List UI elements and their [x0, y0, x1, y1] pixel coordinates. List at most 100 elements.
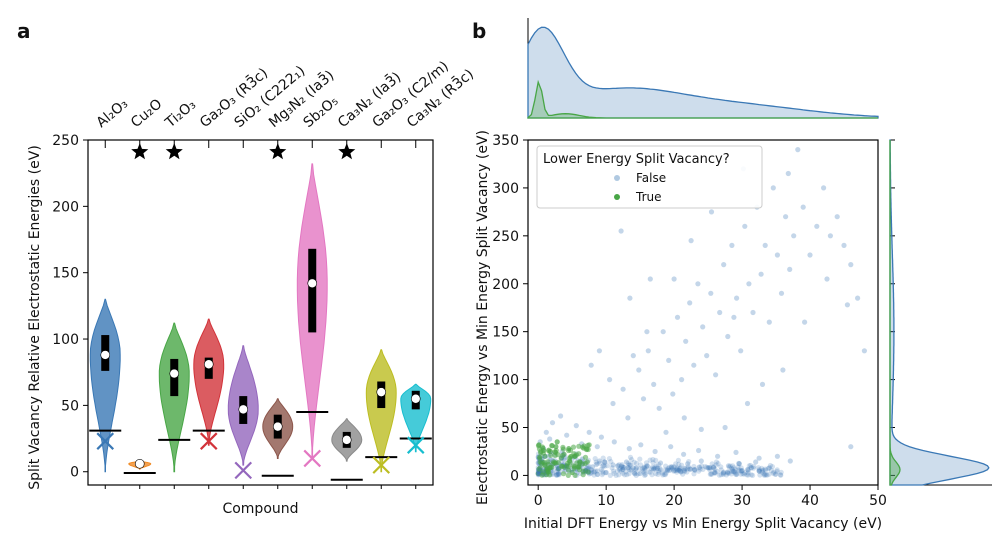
data-point: [740, 471, 746, 477]
data-point: [639, 466, 646, 472]
data-point: [674, 314, 681, 320]
data-point: [642, 472, 649, 478]
data-point: [666, 467, 672, 473]
x-marker: [406, 436, 425, 454]
violin-body: [158, 322, 190, 473]
data-point: [766, 465, 772, 471]
median-dot: [134, 458, 145, 469]
data-point: [761, 472, 767, 478]
data-point: [696, 464, 702, 470]
data-point: [535, 470, 541, 477]
data-point: [769, 464, 776, 470]
data-point: [654, 463, 660, 469]
data-point: [717, 309, 723, 316]
data-point: [547, 436, 553, 442]
data-point: [596, 458, 603, 464]
data-point: [653, 457, 659, 463]
data-point: [691, 362, 697, 368]
data-point: [670, 391, 676, 397]
median-dot: [376, 387, 387, 397]
data-point: [622, 472, 628, 478]
y-tick-label-b: 50: [501, 421, 519, 437]
data-point: [748, 462, 754, 469]
data-point: [594, 468, 601, 474]
data-point: [736, 460, 742, 466]
data-point: [655, 471, 661, 477]
data-point: [572, 453, 578, 459]
y-tick-label-a: 100: [52, 332, 79, 348]
data-point: [763, 472, 769, 478]
data-point: [607, 472, 613, 478]
data-point: [584, 459, 591, 465]
data-point: [760, 467, 766, 473]
data-point: [591, 469, 597, 475]
data-point: [629, 457, 635, 463]
data-point: [778, 472, 784, 478]
data-point: [662, 467, 669, 473]
data-point: [671, 276, 677, 282]
data-point: [692, 467, 698, 473]
data-point: [592, 456, 598, 462]
data-point: [774, 467, 780, 473]
data-point: [598, 466, 604, 473]
data-point: [742, 223, 748, 229]
data-point: [640, 396, 647, 402]
data-point: [722, 424, 728, 431]
data-point: [736, 461, 742, 467]
data-point: [665, 465, 671, 471]
data-point: [710, 465, 717, 471]
data-point: [731, 314, 737, 320]
data-point: [685, 464, 691, 470]
data-point: [748, 472, 754, 478]
data-point: [692, 466, 698, 473]
plot-frame-b: [527, 139, 879, 486]
data-point: [713, 372, 719, 378]
data-point: [660, 329, 666, 335]
data-point: [750, 465, 757, 471]
right-kde-false: [889, 139, 990, 486]
data-point: [658, 467, 664, 473]
data-point: [774, 468, 780, 474]
data-point: [682, 466, 688, 472]
data-point: [600, 455, 606, 461]
data-point: [713, 462, 719, 468]
data-point: [614, 468, 621, 474]
data-point: [625, 465, 631, 471]
violin-body: [365, 349, 397, 473]
x-tick-label-b: 20: [665, 493, 683, 509]
data-point: [616, 472, 622, 478]
data-point: [663, 463, 669, 469]
data-point: [773, 471, 779, 477]
data-point: [637, 466, 643, 472]
data-point: [548, 452, 554, 458]
x-marker: [96, 432, 115, 450]
data-point: [633, 472, 639, 478]
data-point: [679, 462, 685, 468]
x-tick-label-b: 40: [801, 493, 819, 509]
data-point: [586, 463, 592, 469]
data-point: [664, 468, 670, 474]
data-point: [678, 465, 684, 471]
data-point: [627, 454, 634, 460]
data-point: [700, 466, 706, 472]
data-point: [645, 348, 651, 354]
data-point: [766, 319, 772, 325]
data-point: [778, 469, 784, 475]
data-point: [750, 472, 756, 478]
data-point: [708, 471, 714, 477]
data-point: [599, 472, 605, 478]
data-point: [556, 472, 562, 478]
data-point: [560, 453, 566, 459]
data-point: [603, 470, 609, 476]
data-point: [631, 469, 637, 475]
data-point: [554, 439, 560, 445]
data-point: [844, 302, 851, 308]
data-point: [624, 472, 630, 478]
data-point: [539, 444, 546, 450]
data-point: [567, 459, 573, 465]
data-point: [745, 467, 752, 473]
data-point: [734, 471, 740, 478]
data-point: [708, 290, 714, 296]
data-point: [625, 415, 631, 421]
data-point: [602, 459, 608, 465]
